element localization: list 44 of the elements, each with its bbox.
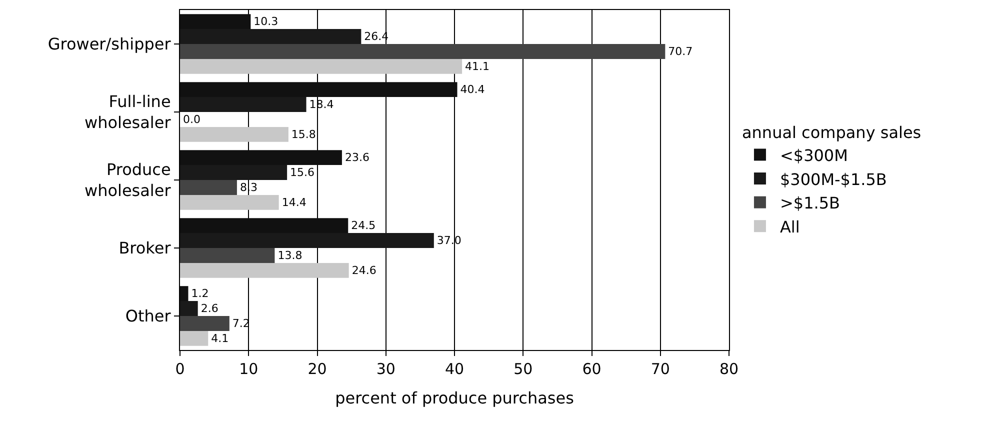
legend-label: <$300M — [780, 146, 848, 165]
legend-label: All — [780, 217, 800, 236]
x-tick-label: 60 — [582, 360, 602, 378]
legend-title: annual company sales — [742, 122, 922, 142]
y-tick-label: Produce wholesaler — [84, 160, 172, 200]
y-tick-label: Full-line wholesaler — [84, 92, 172, 132]
legend-label: >$1.5B — [780, 194, 840, 213]
data-label: 15.6 — [290, 166, 315, 180]
x-tick-label: 50 — [514, 360, 533, 378]
x-tick-label: 70 — [650, 360, 670, 378]
bar — [180, 44, 666, 59]
data-label: 0.0 — [183, 112, 200, 126]
y-tick-label: Broker — [118, 238, 172, 258]
bar — [180, 316, 230, 331]
data-label: 4.1 — [211, 332, 229, 345]
data-label: 15.8 — [291, 128, 316, 141]
data-label: 41.1 — [465, 60, 490, 73]
x-axis-title: percent of produce purchases — [335, 388, 574, 408]
data-label: 23.6 — [344, 151, 370, 164]
x-tick-label: 30 — [376, 360, 396, 378]
bar — [180, 194, 279, 210]
data-label: 2.6 — [200, 302, 218, 316]
data-label: 24.5 — [351, 219, 376, 232]
bar — [180, 248, 275, 263]
x-tick-label: 80 — [719, 360, 739, 378]
bar — [180, 180, 237, 195]
y-tick-label: Other — [125, 306, 172, 326]
data-label: 40.4 — [460, 83, 485, 96]
x-tick-label: 10 — [239, 360, 258, 378]
x-tick-label: 40 — [444, 360, 464, 378]
data-label: 70.7 — [668, 44, 693, 58]
data-label: 24.6 — [352, 264, 376, 277]
data-label: 14.4 — [282, 196, 306, 209]
bar — [180, 262, 349, 278]
x-tick-label: 20 — [308, 360, 327, 378]
data-label: 13.8 — [278, 248, 302, 262]
data-label: 10.3 — [254, 15, 278, 28]
data-label: 1.2 — [191, 287, 209, 300]
bar — [180, 58, 462, 74]
bar — [180, 126, 288, 142]
y-tick-label: Grower/shipper — [48, 34, 172, 54]
bar — [180, 330, 208, 346]
legend-label: $300M-$1.5B — [780, 170, 887, 189]
x-tick-label: 0 — [175, 360, 185, 378]
